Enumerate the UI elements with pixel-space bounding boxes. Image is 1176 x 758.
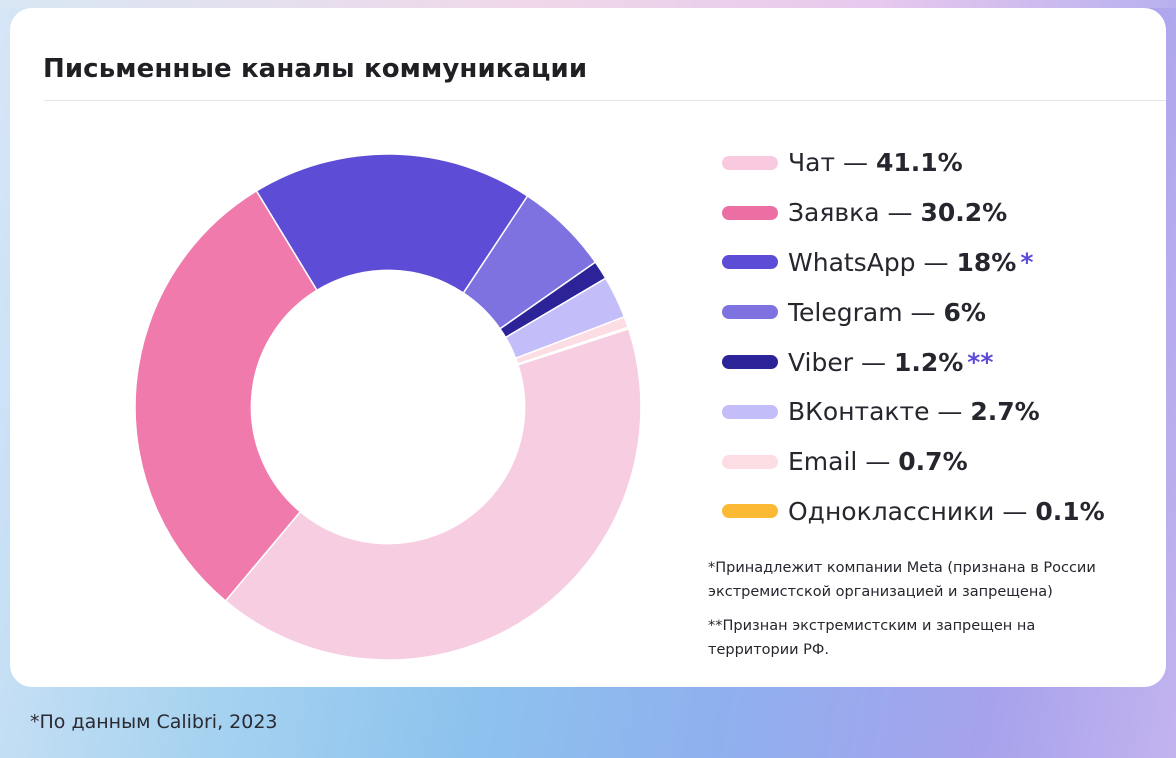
legend-value: 2.7% <box>970 397 1040 427</box>
legend-text: ВКонтакте — 2.7% <box>788 397 1040 426</box>
legend-label: Viber <box>788 347 854 377</box>
legend-swatch <box>722 305 778 320</box>
chart-title: Письменные каналы коммуникации <box>43 54 588 84</box>
donut-slice-1 <box>134 189 319 602</box>
legend-text: Одноклассники — 0.1% <box>788 497 1105 526</box>
source-note: *По данным Calibri, 2023 <box>30 711 278 733</box>
legend-separator: — <box>879 198 921 228</box>
legend-text: Email — 0.7% <box>788 447 968 476</box>
legend-item: Чат — 41.1% <box>722 138 1142 188</box>
legend-label: Telegram <box>788 297 903 327</box>
legend-separator: — <box>902 297 944 327</box>
legend-item: WhatsApp — 18% * <box>722 238 1142 288</box>
legend-value: 6% <box>943 297 986 327</box>
legend-text: Заявка — 30.2% <box>788 198 1007 227</box>
footnotes: *Принадлежит компании Meta (признана в Р… <box>708 556 1128 672</box>
legend-label: WhatsApp <box>788 247 916 277</box>
legend-value: 0.7% <box>898 447 968 477</box>
legend-label: ВКонтакте <box>788 397 930 427</box>
legend-separator: — <box>994 496 1036 526</box>
legend-label: Чат <box>788 148 836 178</box>
legend-swatch <box>722 454 778 469</box>
legend-value: 30.2% <box>920 198 1008 228</box>
legend-value: 18% <box>956 247 1017 277</box>
legend-swatch <box>722 155 778 170</box>
legend-separator: — <box>915 247 957 277</box>
legend-separator: — <box>929 397 971 427</box>
donut-chart <box>134 153 642 661</box>
legend-item: Email — 0.7% <box>722 437 1142 487</box>
legend-item: Telegram — 6% <box>722 287 1142 337</box>
chart-legend: Чат — 41.1% Заявка — 30.2% WhatsApp — 18% *… <box>722 138 1142 536</box>
legend-swatch <box>722 205 778 220</box>
title-divider <box>44 100 1166 101</box>
donut-slice-2 <box>255 153 529 295</box>
legend-label: Email <box>788 447 858 477</box>
legend-label: Заявка <box>788 198 880 228</box>
legend-separator: — <box>835 148 876 178</box>
legend-separator: — <box>853 347 894 377</box>
legend-swatch <box>722 255 778 270</box>
legend-text: Viber — 1.2% ** <box>788 348 993 377</box>
legend-label: Одноклассники <box>788 496 995 526</box>
legend-text: Чат — 41.1% <box>788 148 963 177</box>
legend-text: Telegram — 6% <box>788 298 986 327</box>
chart-card: Письменные каналы коммуникации Чат — 41.… <box>10 8 1166 687</box>
legend-item: Одноклассники — 0.1% <box>722 487 1142 537</box>
legend-value: 41.1% <box>875 148 963 178</box>
legend-swatch <box>722 504 778 519</box>
legend-value: 0.1% <box>1035 496 1105 526</box>
legend-value: 1.2% <box>893 347 964 377</box>
footnote-meta: *Принадлежит компании Meta (признана в Р… <box>708 560 1096 600</box>
donut-slice-7 <box>516 326 630 366</box>
donut-slice-0 <box>224 327 642 661</box>
legend-separator: — <box>857 447 899 477</box>
footnote-marker: ** <box>967 347 994 377</box>
legend-swatch <box>722 404 778 419</box>
footnote-marker: * <box>1020 247 1034 277</box>
legend-item: ВКонтакте — 2.7% <box>722 387 1142 437</box>
footnote-viber: **Признан экстремистским и запрещен на т… <box>708 618 1036 658</box>
legend-swatch <box>722 355 778 370</box>
legend-item: Заявка — 30.2% <box>722 188 1142 238</box>
top-gradient-strip <box>0 0 1176 8</box>
legend-item: Viber — 1.2% ** <box>722 337 1142 387</box>
legend-text: WhatsApp — 18% * <box>788 248 1033 277</box>
